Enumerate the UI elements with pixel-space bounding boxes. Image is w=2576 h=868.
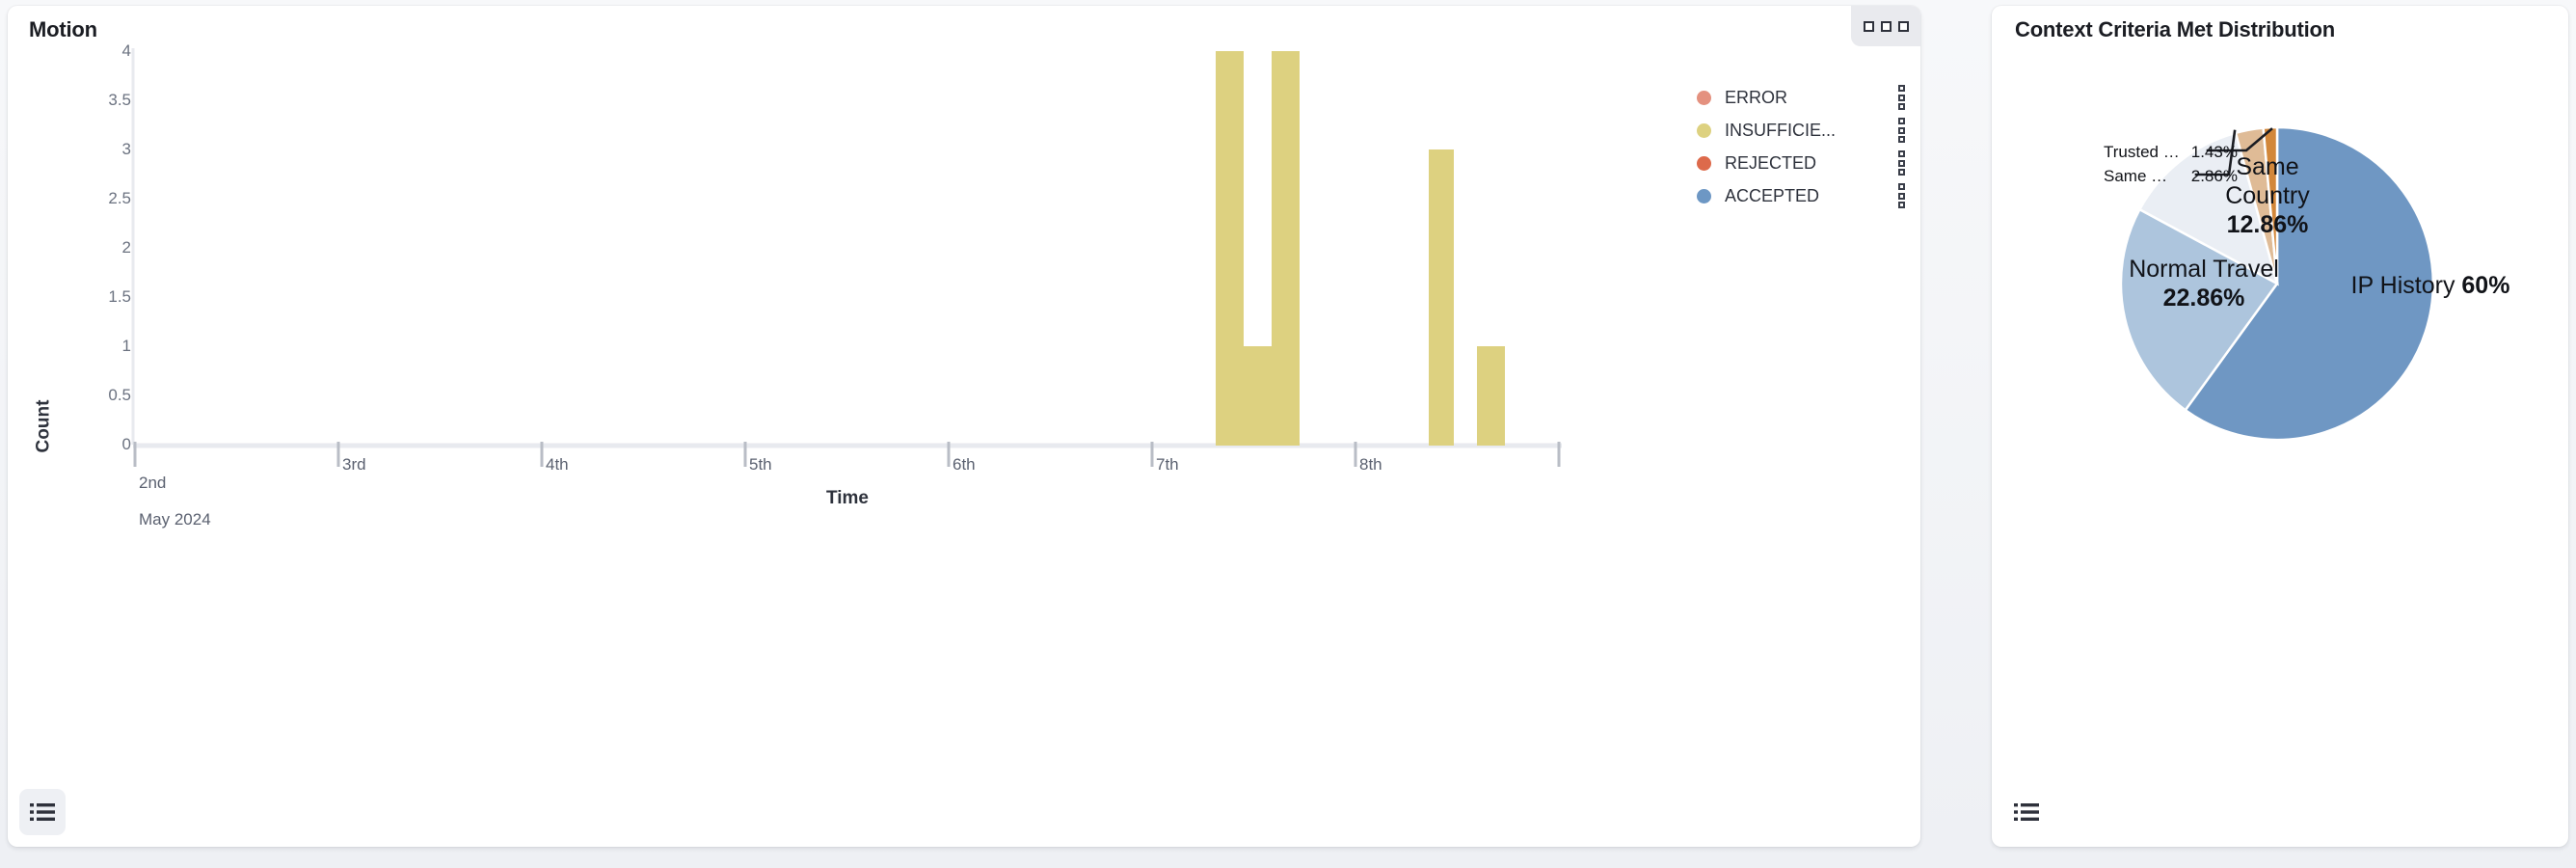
bar: [1244, 346, 1272, 446]
legend-item-label: ACCEPTED: [1725, 185, 1820, 205]
handle-dot: [1897, 126, 1905, 134]
legend-color-swatch: [1697, 122, 1711, 138]
handle-dot: [1897, 169, 1905, 176]
pie-slice-normal-travel: [2119, 207, 2279, 412]
pie-callout-name: Trusted …: [2104, 143, 2180, 161]
drag-handle-icon[interactable]: [1893, 183, 1909, 208]
callout-leader-lines: [2194, 127, 2273, 176]
y-axis-tick-group: 4 3.5 3 2.5 2 1.5 1 0.5 0: [67, 6, 131, 847]
pie-slice-trusted: [2262, 125, 2279, 285]
pie-chart-panel: Context Criteria Met Distribution: [1992, 6, 2568, 847]
bar: [1272, 51, 1300, 446]
handle-dot: [1897, 103, 1905, 110]
handle-dot: [1897, 159, 1905, 167]
x-tick-marks: [133, 442, 1561, 467]
dot-1: [1863, 20, 1874, 32]
pie-callout-trusted: Trusted … 1.43%: [2104, 143, 2238, 162]
handle-dot: [1897, 85, 1905, 92]
legend-color-swatch: [1697, 155, 1711, 171]
bar-group-insufficient: [1216, 51, 1505, 446]
list-view-icon[interactable]: [2003, 789, 2050, 835]
bar-plot-area: [131, 48, 1562, 467]
bar: [1477, 346, 1505, 446]
motion-panel-title: Motion: [29, 17, 97, 41]
pie-svg: [2119, 125, 2435, 442]
x-tick-line1: 2nd: [139, 474, 167, 492]
pie-callout-value: 2.86%: [2190, 167, 2238, 185]
dot-3: [1897, 20, 1909, 32]
x-tick: 2nd May 2024: [139, 455, 211, 529]
y-tick: 2: [121, 238, 131, 257]
legend-item-label: INSUFFICIE...: [1725, 120, 1837, 140]
legend-item-error[interactable]: ERROR: [1697, 81, 1909, 114]
x-tick: 7th: [1156, 455, 1179, 474]
three-dots-horizontal-icon[interactable]: [1851, 6, 1920, 46]
drag-handle-icon[interactable]: [1893, 150, 1909, 176]
y-tick: 3.5: [108, 91, 131, 109]
x-tick: 5th: [749, 455, 772, 474]
legend-item-label: REJECTED: [1725, 152, 1817, 173]
legend-item-accepted[interactable]: ACCEPTED: [1697, 179, 1909, 212]
list-glyph: [30, 803, 55, 821]
x-tick-line2: May 2024: [139, 510, 211, 529]
y-tick: 2.5: [108, 189, 131, 207]
handle-dot: [1897, 202, 1905, 208]
drag-handle-icon[interactable]: [1893, 118, 1909, 143]
y-tick: 3: [121, 140, 131, 158]
legend-item-label: ERROR: [1725, 87, 1788, 107]
legend-color-swatch: [1697, 90, 1711, 105]
handle-dot: [1897, 150, 1905, 157]
drag-handle-icon[interactable]: [1893, 85, 1909, 110]
legend-item-insufficient[interactable]: INSUFFICIE...: [1697, 114, 1909, 147]
list-glyph: [2014, 803, 2039, 821]
x-tick: 8th: [1359, 455, 1382, 474]
handle-dot: [1897, 136, 1905, 143]
legend-item-rejected[interactable]: REJECTED: [1697, 147, 1909, 179]
handle-dot: [1897, 94, 1905, 101]
handle-dot: [1897, 192, 1905, 200]
y-tick: 4: [121, 41, 131, 60]
x-tick: 4th: [546, 455, 569, 474]
pie-slice-ip-history: [2184, 125, 2435, 442]
pie-chart-area: Trusted … 1.43% Same … 2.86% IP History …: [1992, 6, 2568, 847]
list-view-icon[interactable]: [19, 789, 66, 835]
handle-dot: [1897, 118, 1905, 124]
chart-legend: ERROR INSUFFICIE... REJECTED: [1697, 81, 1909, 212]
x-tick: 3rd: [342, 455, 366, 474]
dot-2: [1880, 20, 1892, 32]
bar: [1216, 51, 1244, 446]
x-tick: 6th: [953, 455, 976, 474]
motion-chart-panel: Motion Count 4 3.5 3 2.5 2 1.5 1 0.5 0: [8, 6, 1920, 847]
pie-panel-title: Context Criteria Met Distribution: [2015, 17, 2335, 41]
pie-callout-value: 1.43%: [2190, 143, 2238, 161]
pie-callout-name: Same …: [2104, 167, 2168, 185]
y-tick: 1.5: [108, 287, 131, 306]
y-tick: 0.5: [108, 386, 131, 404]
bar: [1429, 149, 1454, 446]
leader-line-trusted: [2206, 127, 2273, 152]
handle-dot: [1897, 183, 1905, 190]
x-axis-label: Time: [825, 488, 869, 508]
y-tick: 0: [121, 435, 131, 453]
y-tick: 1: [121, 337, 131, 355]
pie-callout-same: Same … 2.86%: [2104, 167, 2238, 186]
pie-slice-same-country: [2137, 131, 2279, 286]
leader-line-same: [2194, 129, 2237, 176]
legend-color-swatch: [1697, 188, 1711, 203]
